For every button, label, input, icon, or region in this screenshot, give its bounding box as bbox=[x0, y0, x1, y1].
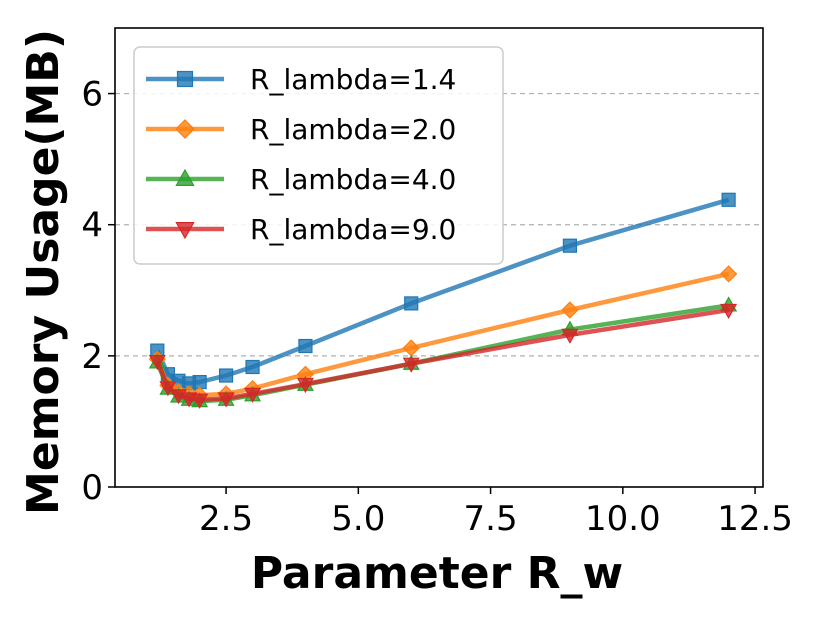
y-axis-title: Memory Usage(MB) bbox=[18, 29, 69, 515]
legend-entry: R_lambda=9.0 bbox=[146, 213, 456, 246]
y-tick-label: 4 bbox=[81, 206, 103, 246]
legend-marker bbox=[175, 168, 195, 186]
data-point bbox=[159, 381, 177, 397]
series-2 bbox=[148, 265, 738, 404]
data-point bbox=[562, 238, 578, 253]
data-point bbox=[191, 393, 209, 409]
data-point bbox=[719, 265, 738, 283]
series-4 bbox=[148, 303, 738, 409]
y-axis-ticks: 0 2 4 6 bbox=[81, 75, 115, 508]
legend-entry: R_lambda=2.0 bbox=[146, 113, 456, 146]
data-point bbox=[404, 296, 419, 311]
data-point bbox=[245, 359, 260, 375]
data-point bbox=[721, 192, 736, 207]
legend-box bbox=[133, 46, 504, 265]
x-axis-ticks: 2.5 5.0 7.5 10.0 12.5 bbox=[199, 487, 793, 539]
data-point bbox=[298, 338, 313, 354]
data-point bbox=[217, 392, 235, 408]
plot-frame bbox=[114, 27, 764, 488]
y-tick-label: 6 bbox=[81, 75, 103, 115]
data-point bbox=[296, 377, 314, 394]
legend: R_lambda=1.4 R_lambda=2.0 R_lambda=4.0 R_la… bbox=[133, 46, 504, 265]
legend-marker bbox=[176, 70, 194, 88]
legend-entry: R_lambda=1.4 bbox=[146, 63, 456, 96]
data-point bbox=[402, 357, 420, 373]
data-point bbox=[561, 328, 579, 344]
x-axis-title: Parameter R_w bbox=[251, 548, 623, 599]
legend-label: R_lambda=1.4 bbox=[250, 63, 456, 96]
y-tick-label: 2 bbox=[81, 337, 103, 377]
legend-marker bbox=[175, 119, 195, 139]
x-tick-label: 12.5 bbox=[717, 499, 793, 539]
data-point bbox=[218, 368, 234, 383]
y-tick-label: 0 bbox=[81, 468, 103, 508]
legend-label: R_lambda=2.0 bbox=[250, 113, 456, 146]
legend-marker bbox=[175, 222, 195, 240]
legend-label: R_lambda=4.0 bbox=[250, 163, 456, 196]
data-point bbox=[720, 303, 738, 319]
data-point bbox=[561, 301, 579, 319]
x-tick-label: 10.0 bbox=[585, 499, 661, 539]
x-tick-label: 7.5 bbox=[464, 499, 518, 539]
x-tick-label: 5.0 bbox=[331, 499, 385, 539]
series-lines bbox=[148, 192, 738, 409]
data-point bbox=[402, 339, 420, 357]
legend-entry: R_lambda=4.0 bbox=[146, 163, 456, 196]
x-tick-label: 2.5 bbox=[199, 499, 253, 539]
series-line bbox=[155, 303, 729, 404]
data-point bbox=[148, 354, 166, 371]
legend-label: R_lambda=9.0 bbox=[250, 213, 456, 246]
data-point bbox=[244, 387, 262, 403]
